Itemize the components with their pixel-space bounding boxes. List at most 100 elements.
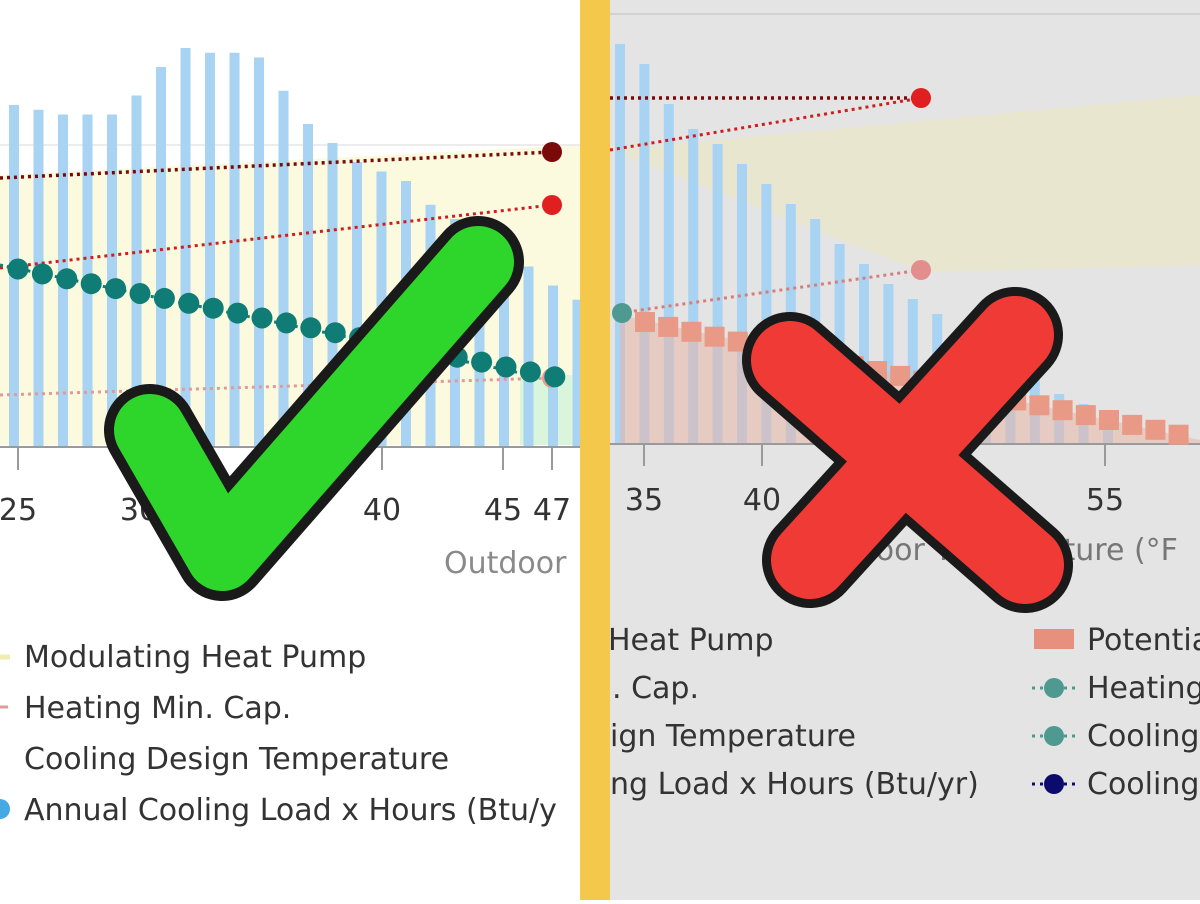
right-potential-point (658, 316, 679, 337)
left-teal-point (275, 312, 297, 334)
left-bar (254, 57, 264, 447)
right-legend-right: Potentia Heating Cooling Cooling (1032, 623, 1200, 802)
right-potential-point (890, 365, 911, 386)
right-legend-swatch-heating (1044, 678, 1064, 698)
right-teal-dot (612, 303, 632, 323)
right-min-cap-endpoint (911, 260, 931, 280)
left-legend-label-3: Cooling Design Temperature (24, 742, 449, 777)
right-potential-point (1029, 395, 1050, 416)
right-bar (615, 44, 625, 444)
left-min-cap-line (0, 376, 553, 397)
right-legend-right-4: Cooling (1087, 767, 1199, 802)
left-legend-label-2: Heating Min. Cap. (24, 691, 291, 726)
right-potential-point (1052, 400, 1073, 421)
right-potential-point (727, 331, 748, 352)
right-legend-swatch-cooling (1044, 726, 1064, 746)
left-legend-label-4: Annual Cooling Load x Hours (Btu/y (24, 793, 557, 828)
left-teal-point (80, 273, 102, 295)
left-x-axis-label: Outdoor (444, 546, 567, 581)
left-bar (548, 285, 558, 447)
right-tick-label: 35 (625, 483, 663, 518)
right-bar (883, 284, 894, 444)
left-legend-label-1: Modulating Heat Pump (24, 640, 366, 675)
right-min-cap-line (619, 268, 922, 315)
left-bar (474, 233, 485, 447)
right-potential-point (1122, 414, 1143, 435)
right-legend-right-1: Potentia (1087, 623, 1200, 658)
right-tick-label: 55 (1086, 483, 1124, 518)
left-legend: Modulating Heat Pump Heating Min. Cap. C… (0, 640, 557, 828)
left-teal-point (495, 356, 517, 378)
right-legend-right-2: Heating (1087, 671, 1200, 706)
right-legend-left: Heat Pump . Cap. ign Temperature ng Load… (608, 623, 979, 802)
right-tick-label: 40 (743, 483, 781, 518)
left-teal-point (56, 268, 78, 290)
left-legend-swatch-load (0, 799, 10, 819)
left-bar (327, 143, 338, 447)
left-teal-point (153, 287, 175, 309)
right-potential-point (681, 321, 702, 342)
right-potential-point (635, 312, 655, 332)
left-bar (205, 52, 215, 447)
left-modulating-line (0, 150, 553, 180)
cross-mark-icon (742, 287, 1073, 613)
right-bar (859, 264, 869, 444)
left-teal-point (544, 366, 566, 388)
left-bar (572, 299, 583, 447)
left-heating-line (0, 203, 553, 270)
check-mark-icon-fill (114, 226, 514, 591)
left-tick-label: 47 (533, 493, 571, 528)
left-bar (499, 247, 509, 447)
right-bar (761, 184, 772, 444)
left-bar (229, 52, 240, 447)
left-teal-point (300, 317, 322, 339)
left-teal-point (178, 292, 200, 314)
left-teal-point (105, 278, 127, 300)
left-bar (303, 124, 313, 447)
right-legend-swatch-potential (1034, 629, 1074, 649)
left-teal-point (7, 258, 29, 280)
left-teal-point (251, 307, 273, 329)
panel-divider (580, 0, 610, 900)
right-legend-left-2: . Cap. (612, 671, 699, 706)
left-teal-point (471, 351, 493, 373)
left-modulating-endpoint (542, 142, 562, 162)
left-heating-endpoint (542, 195, 562, 215)
left-teal-point (31, 263, 53, 285)
right-bar (737, 164, 747, 444)
right-potential-point (1099, 410, 1119, 430)
left-bar (131, 95, 142, 447)
right-bar (712, 144, 723, 444)
left-bar (352, 162, 362, 447)
right-heating-endpoint (911, 88, 931, 108)
cross-mark-stroke-2 (771, 296, 1054, 599)
right-potential-point (704, 326, 725, 347)
left-teal-point (227, 302, 249, 324)
right-bar (663, 104, 674, 444)
left-bar (523, 266, 534, 447)
left-teal-point (129, 283, 151, 304)
right-legend-left-3: ign Temperature (610, 719, 856, 754)
right-heat-pump-region (610, 95, 1200, 272)
right-potential-point (1145, 419, 1166, 440)
left-tick-label: 25 (0, 493, 37, 528)
left-teal-point (324, 322, 346, 344)
right-bar (907, 299, 918, 444)
right-bar (639, 64, 650, 444)
right-potential-point (1075, 405, 1096, 426)
right-legend-left-1: Heat Pump (608, 623, 774, 658)
right-bar (688, 129, 699, 444)
left-bar (278, 90, 289, 447)
left-tick-label: 40 (363, 493, 401, 528)
right-legend-right-3: Cooling (1087, 719, 1199, 754)
left-teal-point (202, 297, 224, 319)
right-legend-swatch-cooling2 (1044, 774, 1064, 794)
left-bar (156, 67, 166, 447)
left-bar (180, 48, 191, 447)
left-tick-label: 45 (484, 493, 522, 528)
right-legend-left-4: ng Load x Hours (Btu/yr) (610, 767, 979, 802)
right-potential-point (1168, 424, 1189, 445)
left-teal-point (519, 361, 541, 383)
